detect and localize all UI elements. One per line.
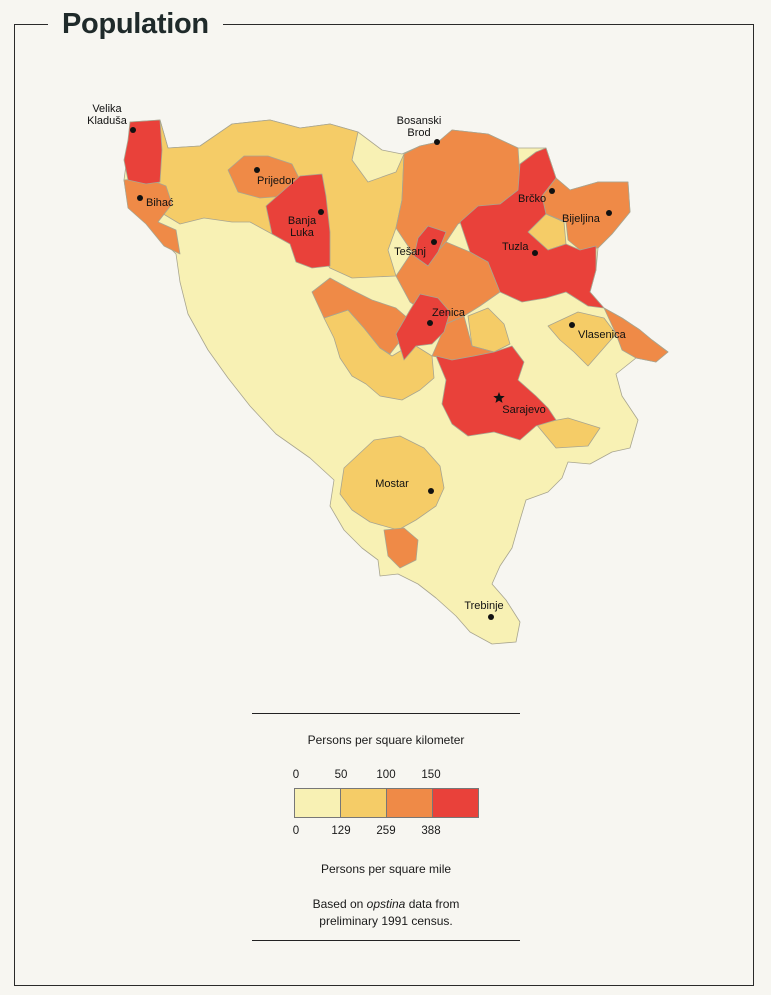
legend-km-title: Persons per square kilometer <box>307 733 465 747</box>
legend-note-italic: opstina <box>366 897 406 911</box>
legend-note-suffix: data from <box>405 897 460 911</box>
zenica-label: Zenica <box>432 307 466 319</box>
sarajevo-capital-star-icon <box>493 392 505 403</box>
region-east-strip <box>603 307 669 363</box>
region-sarajevo <box>435 345 557 441</box>
legend-bottom-rule <box>252 940 520 941</box>
prijedor-label: Prijedor <box>257 175 295 187</box>
legend-km-tick: 0 <box>292 769 300 781</box>
region-tuzla <box>459 147 605 309</box>
bihac-label: Bihać <box>146 197 174 209</box>
legend-note-prefix: Based on <box>312 897 367 911</box>
bihac-city-dot <box>137 195 143 201</box>
legend-swatch-class1 <box>295 789 341 817</box>
legend-mile-tick: 0 <box>292 825 300 837</box>
page-title: Population <box>48 8 223 41</box>
region-tesanj <box>413 225 447 267</box>
zenica-city-dot <box>427 320 433 326</box>
vlasenica-city-dot <box>569 322 575 328</box>
legend-mile-title: Persons per square mile <box>320 862 452 876</box>
trebinje-label: Trebinje <box>464 600 503 612</box>
legend-mile-tick: 259 <box>376 825 396 837</box>
bosanski-brod-city-dot <box>434 139 440 145</box>
mostar-label: Mostar <box>375 478 409 490</box>
tuzla-label: Tuzla <box>502 241 529 253</box>
legend-note-line1: Based on opstina data from <box>252 897 520 911</box>
legend-swatches <box>294 788 479 818</box>
region-gorazde <box>535 417 601 449</box>
bijeljina-city-dot <box>606 210 612 216</box>
tesanj-city-dot <box>431 239 437 245</box>
legend-mile-tick: 129 <box>331 825 351 837</box>
region-vlasenica <box>547 311 617 367</box>
mostar-city-dot <box>428 488 434 494</box>
region-banja-luka <box>265 173 331 269</box>
legend-swatch-class3 <box>387 789 433 817</box>
map-frame <box>14 24 754 986</box>
legend-swatch-class2 <box>341 789 387 817</box>
legend-swatch-class4 <box>433 789 478 817</box>
region-mostar <box>339 435 445 531</box>
velika-kladusa-city-dot <box>130 127 136 133</box>
prijedor-city-dot <box>254 167 260 173</box>
region-velika-kladusa <box>123 119 163 185</box>
legend-km-tick: 50 <box>334 769 348 781</box>
brcko-label: Brčko <box>518 193 546 205</box>
velika-kladusa-label: Velika Kladuša <box>87 103 128 127</box>
bosanski-brod-label: Bosanski Brod <box>397 115 442 139</box>
legend-note-line2: preliminary 1991 census. <box>319 914 453 928</box>
tesanj-label: Tešanj <box>394 246 426 258</box>
legend-top-rule <box>252 713 520 714</box>
legend-mile-tick: 388 <box>421 825 441 837</box>
vlasenica-label: Vlasenica <box>578 329 627 341</box>
legend-km-tick: 150 <box>421 769 441 781</box>
region-neum <box>383 527 419 569</box>
bijeljina-label: Bijeljina <box>562 213 601 225</box>
banja-luka-city-dot <box>318 209 324 215</box>
sarajevo-label: Sarajevo <box>502 404 545 416</box>
brcko-city-dot <box>549 188 555 194</box>
trebinje-city-dot <box>488 614 494 620</box>
tuzla-city-dot <box>532 250 538 256</box>
banja-luka-label: Banja Luka <box>288 215 317 239</box>
legend-km-tick: 100 <box>376 769 396 781</box>
region-zenica <box>395 293 451 361</box>
